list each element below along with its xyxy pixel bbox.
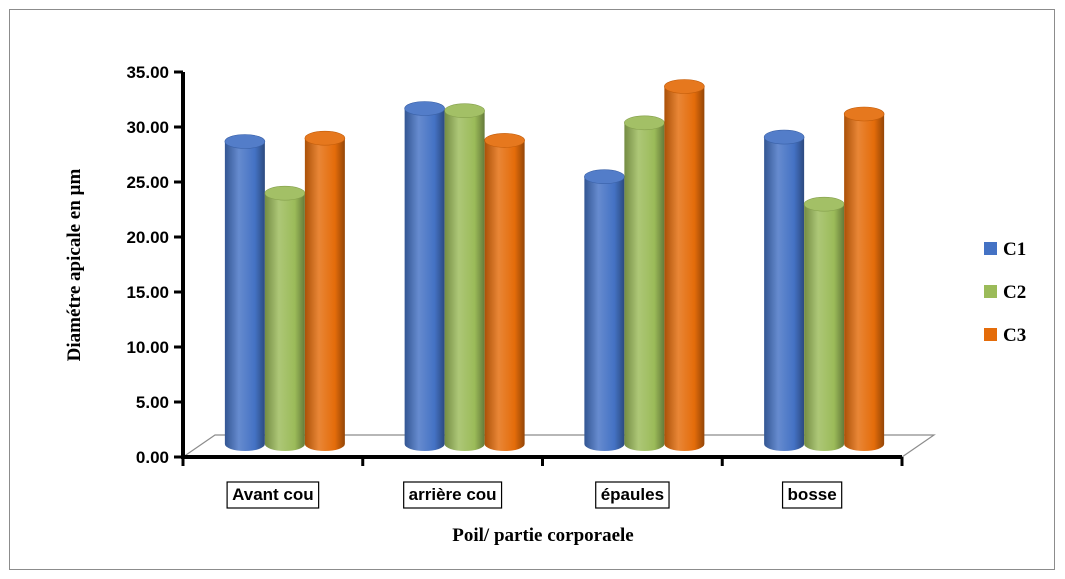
x-category-label: épaules (595, 481, 670, 509)
legend-item-c2: C2 (984, 282, 1026, 303)
bar-c2 (264, 185, 306, 451)
x-tick-label: bosse (788, 485, 837, 504)
x-tick-label: arrière cou (409, 485, 497, 504)
legend-label: C3 (1003, 325, 1026, 346)
x-category-label: arrière cou (403, 481, 503, 509)
y-tick-label: 35.00 (126, 63, 169, 82)
bar-c3 (484, 133, 525, 451)
y-tick-label: 5.00 (136, 393, 169, 412)
legend-swatch (984, 285, 997, 298)
legend-swatch (984, 328, 997, 341)
y-axis-title: Diamétre apicale en µm (64, 169, 85, 362)
legend-item-c3: C3 (984, 325, 1026, 346)
bar-c2 (624, 115, 665, 452)
bar-c2 (803, 196, 845, 451)
bar-c1 (404, 101, 445, 451)
x-category-label: bosse (781, 481, 843, 509)
y-tick-label: 20.00 (126, 228, 169, 247)
bar-c3 (843, 106, 885, 451)
x-category-label: Avant cou (226, 481, 320, 509)
bar-c2 (444, 103, 485, 451)
x-axis-title: Poil/ partie corporaele (452, 525, 634, 546)
bar-c3 (664, 79, 705, 451)
y-tick-label: 10.00 (126, 338, 169, 357)
bar-c1 (584, 169, 625, 451)
y-tick-label: 25.00 (126, 173, 169, 192)
legend-swatch (984, 242, 997, 255)
x-tick-label: Avant cou (232, 485, 314, 504)
x-tick-label: épaules (601, 485, 664, 504)
bar-c1 (224, 134, 266, 451)
legend-label: C2 (1003, 282, 1026, 303)
y-tick-label: 30.00 (126, 118, 169, 137)
legend-item-c1: C1 (984, 239, 1026, 260)
bar-c3 (304, 130, 346, 451)
y-tick-label: 15.00 (126, 283, 169, 302)
bar-c1 (763, 129, 805, 451)
legend-label: C1 (1003, 239, 1026, 260)
y-tick-label: 0.00 (136, 448, 169, 467)
